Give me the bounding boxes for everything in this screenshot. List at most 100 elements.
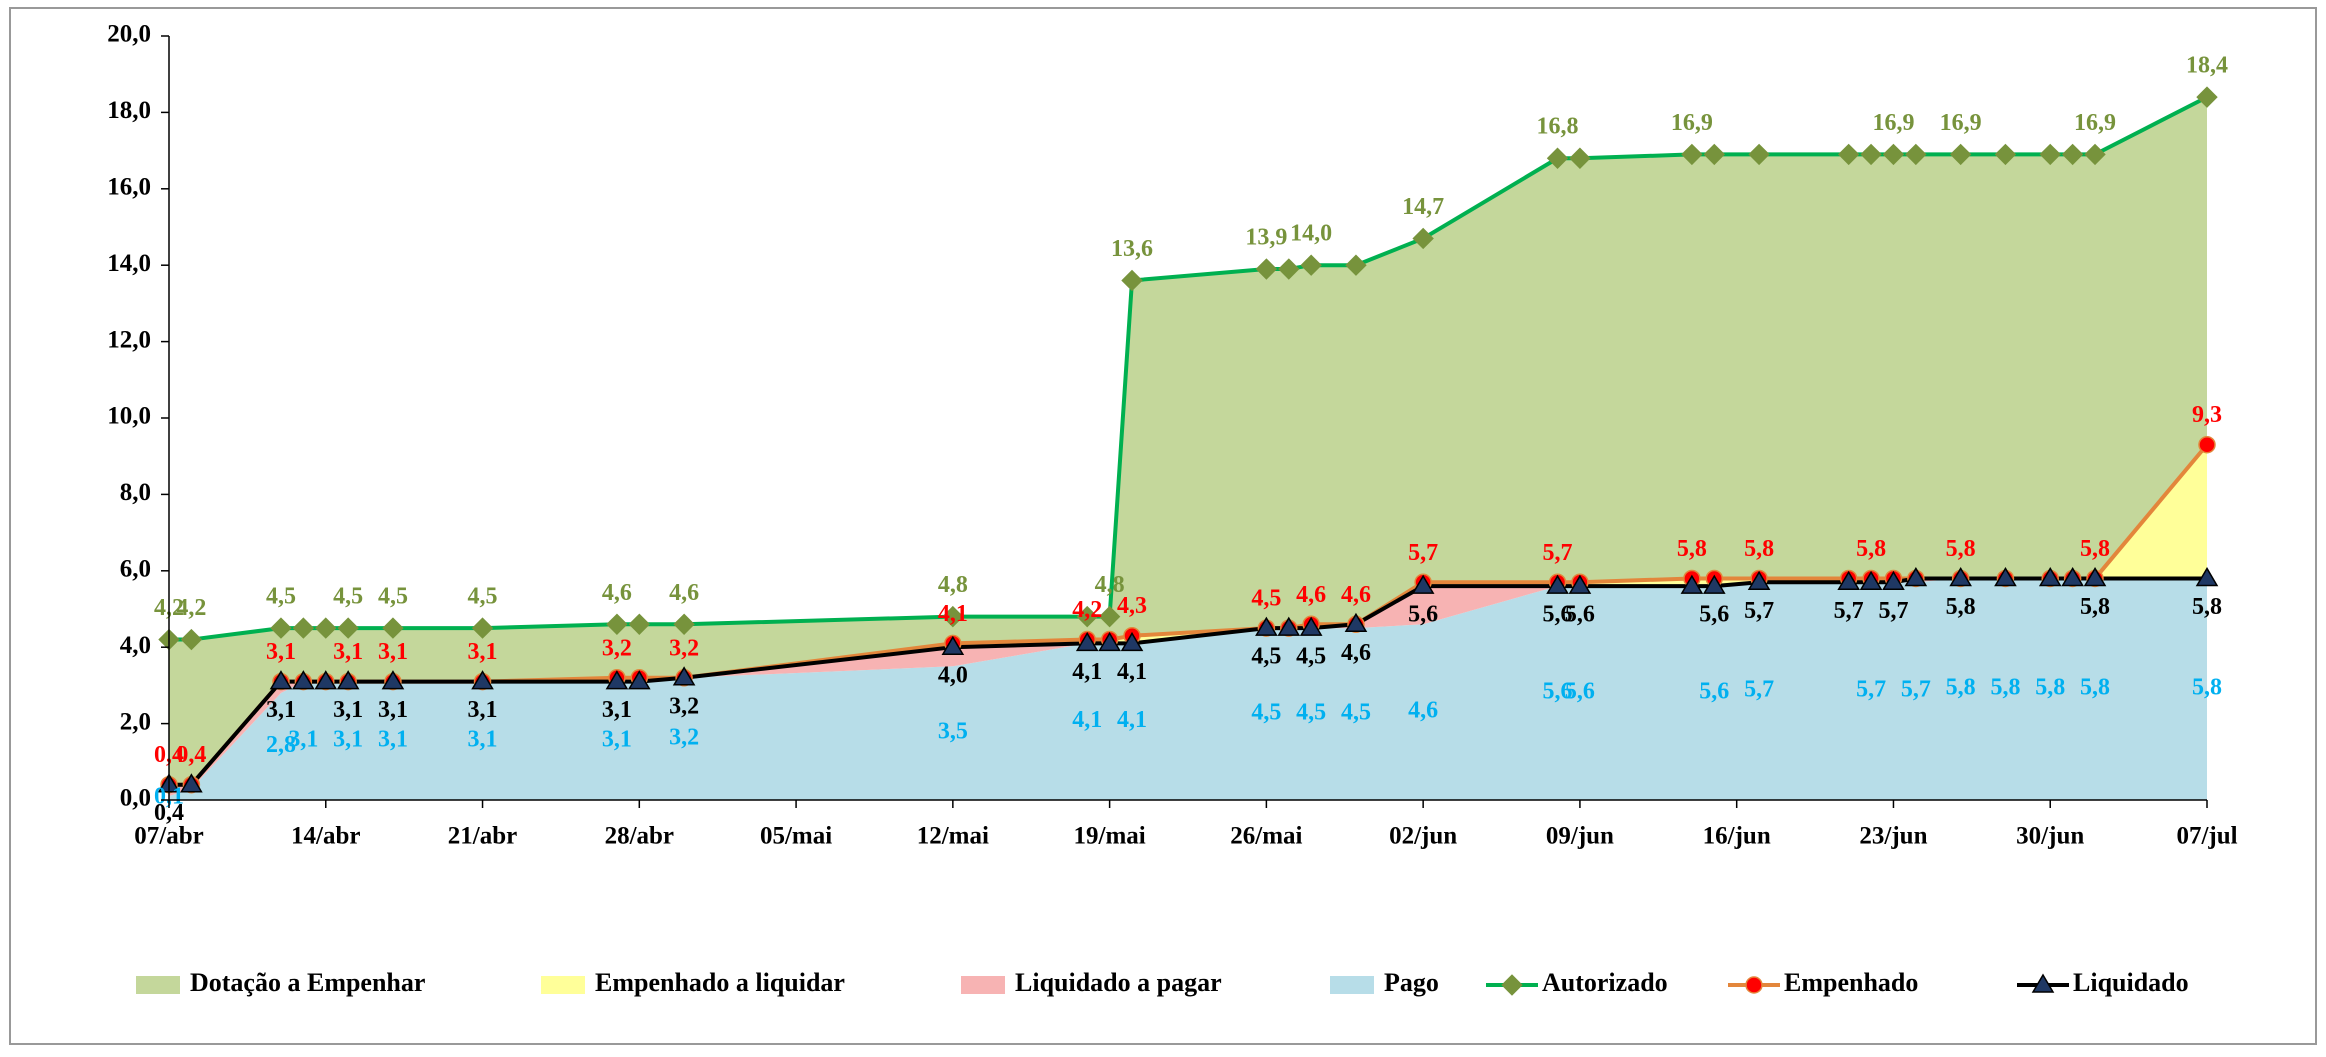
triangle-marker <box>2083 566 2107 587</box>
triangle-marker <box>2038 566 2062 587</box>
legend-label: Liquidado a pagar <box>1015 968 1222 997</box>
data-label: 5,7 <box>1408 540 1438 566</box>
data-label: 4,5 <box>1251 700 1281 726</box>
data-label: 13,6 <box>1111 236 1153 262</box>
data-label: 4,8 <box>1095 572 1125 598</box>
triangle-marker <box>180 773 203 793</box>
diamond-marker <box>1860 143 1882 166</box>
data-label: 16,9 <box>1940 110 1982 136</box>
data-label: 5,8 <box>1856 536 1886 562</box>
diamond-marker <box>337 617 359 639</box>
data-label: 3,1 <box>378 726 408 752</box>
legend-label: Empenhado a liquidar <box>595 968 845 997</box>
data-label: 3,1 <box>333 697 363 723</box>
data-label: 5,8 <box>1677 536 1707 562</box>
data-label: 5,6 <box>1543 679 1573 705</box>
x-tick-label: 12/mai <box>917 823 989 850</box>
data-label: 4,6 <box>602 580 632 606</box>
y-tick-label: 6,0 <box>120 556 151 583</box>
data-label: 2,8 <box>266 732 296 758</box>
data-label: 3,5 <box>938 719 968 745</box>
diamond-marker <box>180 628 203 651</box>
data-label: 3,1 <box>266 697 296 723</box>
triangle-marker <box>1747 570 1771 591</box>
triangle-marker <box>2061 566 2084 587</box>
data-label: 4,5 <box>1251 644 1281 670</box>
diamond-marker <box>1278 258 1300 280</box>
data-label: 4,5 <box>1341 700 1371 726</box>
x-tick-label: 16/jun <box>1703 823 1771 850</box>
data-label: 5,8 <box>1946 675 1976 701</box>
triangle-marker <box>2195 566 2219 587</box>
triangle-marker <box>941 635 965 655</box>
data-label: 3,1 <box>333 639 363 665</box>
data-label: 4,5 <box>1296 700 1326 726</box>
diamond-marker <box>942 605 964 628</box>
triangle-marker <box>605 670 629 690</box>
diamond-marker <box>1949 143 1972 166</box>
triangle-marker <box>1680 574 1704 594</box>
x-tick-label: 14/abr <box>291 823 360 850</box>
triangle-marker <box>269 670 293 690</box>
triangle-marker <box>336 670 360 690</box>
data-label: 3,1 <box>266 639 296 665</box>
triangle-marker <box>471 670 494 690</box>
triangle-marker <box>381 670 405 690</box>
data-label: 4,2 <box>176 595 206 621</box>
y-tick-label: 0,0 <box>120 785 151 812</box>
data-label: 3,1 <box>288 726 318 752</box>
data-label: 5,6 <box>1699 679 1729 705</box>
data-label: 5,7 <box>1878 598 1908 624</box>
data-label: 5,8 <box>1744 536 1774 562</box>
triangle-marker <box>627 670 651 690</box>
data-label: 5,7 <box>1901 677 1931 703</box>
triangle-marker <box>1882 570 1905 591</box>
data-label: 4,5 <box>266 584 296 610</box>
diamond-marker <box>1905 143 1927 166</box>
diamond-marker <box>1300 254 1322 276</box>
diamond-marker <box>1569 147 1591 169</box>
triangle-marker <box>672 666 696 686</box>
diamond-marker <box>2061 143 2084 166</box>
data-label: 14,7 <box>1402 194 1444 220</box>
x-tick-label: 07/abr <box>134 823 203 850</box>
y-tick-label: 18,0 <box>107 97 151 124</box>
diamond-marker <box>673 613 695 635</box>
diamond-marker <box>270 617 292 639</box>
data-label: 4,6 <box>1296 582 1326 608</box>
data-label: 16,8 <box>1537 114 1579 140</box>
diamond-marker <box>1882 143 1905 166</box>
diamond-marker <box>1121 269 1143 292</box>
x-tick-label: 05/mai <box>760 823 832 850</box>
triangle-marker <box>292 670 315 690</box>
data-label: 4,5 <box>1251 586 1281 612</box>
triangle-marker <box>1837 570 1860 591</box>
data-label: 4,5 <box>378 584 408 610</box>
x-tick-label: 21/abr <box>448 823 517 850</box>
diamond-marker <box>2039 143 2061 166</box>
triangle-marker <box>1255 616 1278 636</box>
data-label: 4,2 <box>1072 597 1102 623</box>
data-label: 5,6 <box>1543 602 1573 628</box>
triangle-marker <box>1994 566 2017 587</box>
data-label: 18,4 <box>2186 53 2228 79</box>
y-tick-label: 2,0 <box>120 708 151 735</box>
diamond-marker <box>1345 254 1367 276</box>
data-label: 3,2 <box>669 724 699 750</box>
data-label: 5,7 <box>1744 677 1774 703</box>
data-label: 3,2 <box>669 635 699 661</box>
diamond-marker <box>1748 143 1770 166</box>
triangle-marker <box>1546 574 1569 594</box>
x-tick-label: 19/mai <box>1074 823 1146 850</box>
triangle-marker <box>1411 574 1435 594</box>
x-tick-label: 07/jul <box>2176 823 2237 850</box>
triangle-marker <box>1568 574 1592 594</box>
data-label: 4,6 <box>1341 640 1371 666</box>
data-label: 3,1 <box>378 697 408 723</box>
diamond-marker <box>606 613 628 635</box>
diamond-marker <box>292 617 315 639</box>
data-label: 16,9 <box>1671 110 1713 136</box>
triangle-marker <box>1075 631 1099 652</box>
data-label: 4,1 <box>938 601 968 627</box>
